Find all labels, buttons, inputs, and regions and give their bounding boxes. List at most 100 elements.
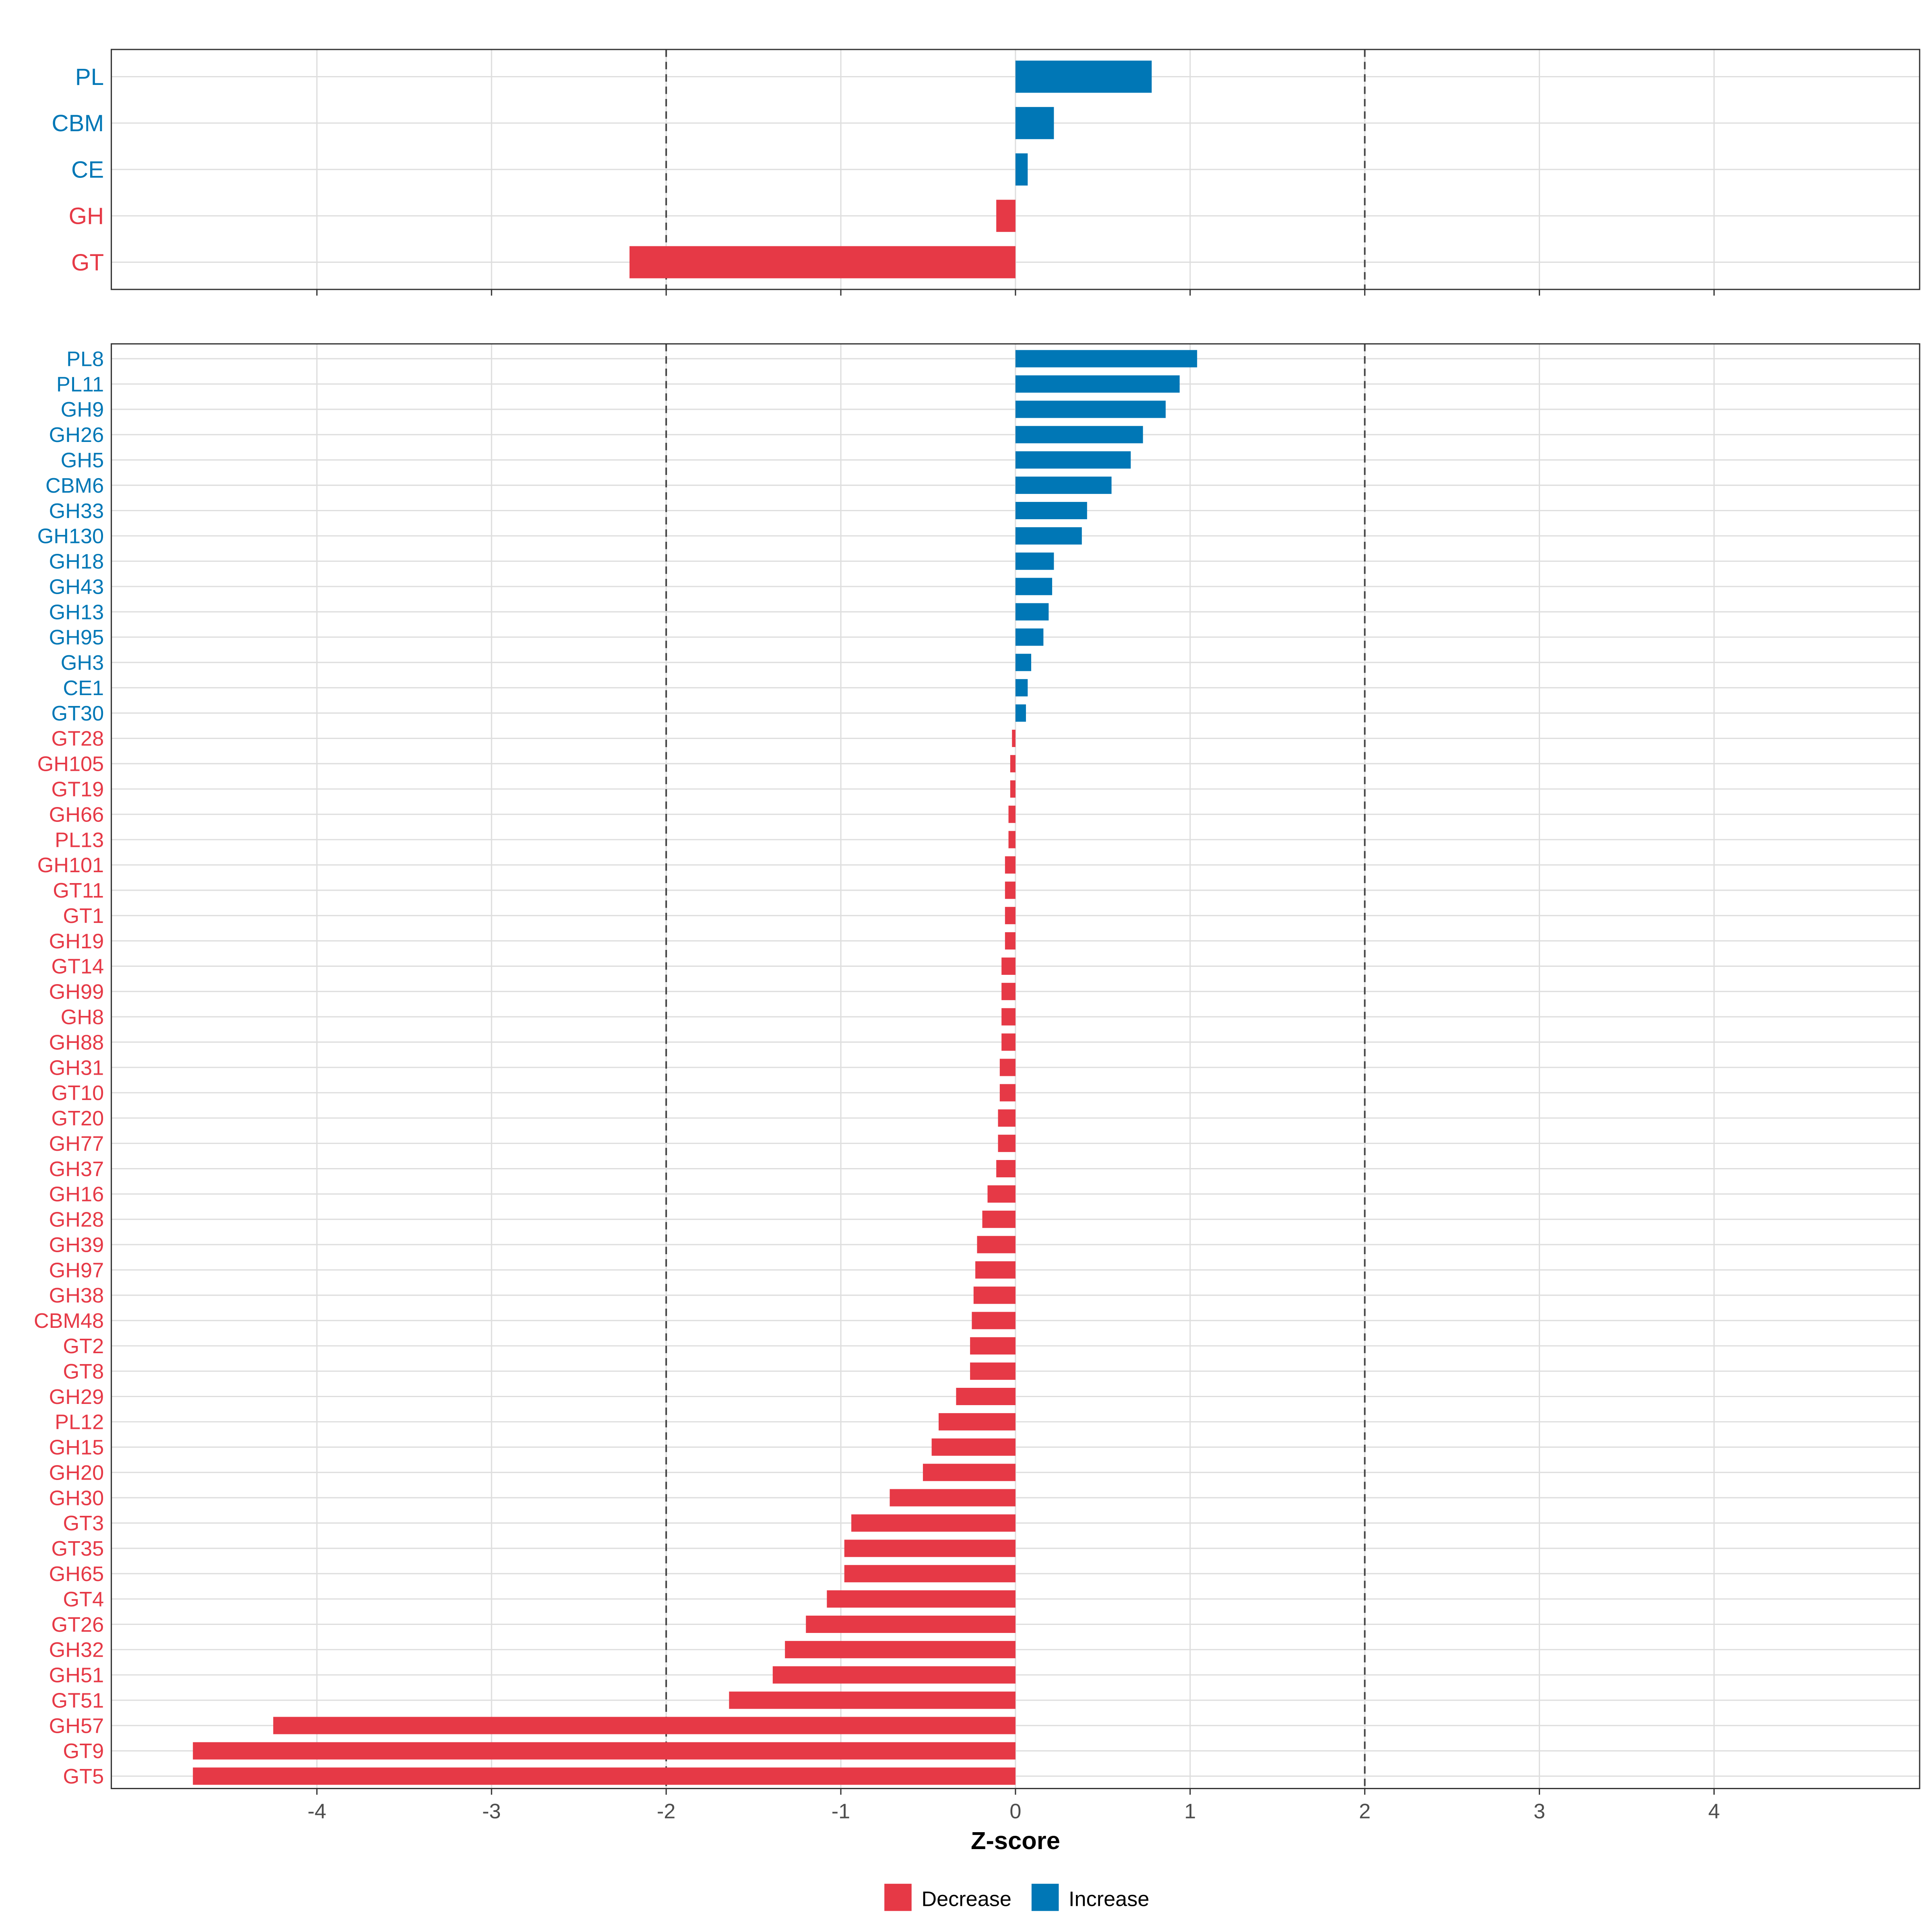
bar-GH97 bbox=[975, 1261, 1016, 1279]
category-label-GH39: GH39 bbox=[49, 1233, 104, 1257]
category-label-GH38: GH38 bbox=[49, 1284, 104, 1307]
bar-GT5 bbox=[193, 1767, 1016, 1785]
bar-CBM bbox=[1015, 107, 1054, 139]
bar-GH13 bbox=[1015, 603, 1049, 621]
bar-GT19 bbox=[1010, 780, 1016, 798]
category-label-PL8: PL8 bbox=[66, 347, 104, 371]
bar-GH20 bbox=[923, 1463, 1016, 1481]
bar-PL bbox=[1015, 60, 1152, 93]
category-label-GH9: GH9 bbox=[61, 398, 104, 421]
category-label-GH130: GH130 bbox=[37, 525, 104, 548]
category-label-GH13: GH13 bbox=[49, 601, 104, 624]
bar-GT35 bbox=[844, 1540, 1016, 1557]
x-tick-label: 3 bbox=[1534, 1800, 1545, 1823]
category-label-GH26: GH26 bbox=[49, 423, 104, 447]
bar-PL11 bbox=[1015, 375, 1180, 393]
category-label-PL: PL bbox=[75, 64, 104, 90]
legend-label-increase: Increase bbox=[1069, 1887, 1149, 1911]
category-label-GH8: GH8 bbox=[61, 1005, 104, 1029]
category-label-GT35: GT35 bbox=[51, 1537, 104, 1560]
category-label-GH95: GH95 bbox=[49, 626, 104, 649]
bar-GH88 bbox=[1001, 1033, 1016, 1051]
category-label-GT: GT bbox=[71, 250, 104, 276]
bar-GT9 bbox=[193, 1742, 1016, 1760]
category-label-GH99: GH99 bbox=[49, 980, 104, 1004]
bar-CE1 bbox=[1015, 679, 1028, 697]
x-axis-tick-labels: -4 -3 -2 -1 0 1 2 3 4 bbox=[308, 1800, 1720, 1823]
bar-GH16 bbox=[987, 1185, 1016, 1203]
category-label-CBM48: CBM48 bbox=[34, 1309, 104, 1333]
bar-GH3 bbox=[1015, 654, 1031, 671]
bar-CBM48 bbox=[972, 1312, 1016, 1329]
category-label-CE: CE bbox=[71, 157, 104, 183]
category-label-GH16: GH16 bbox=[49, 1183, 104, 1206]
bar-GH38 bbox=[973, 1286, 1016, 1304]
bar-CBM6 bbox=[1015, 477, 1112, 494]
bar-GH31 bbox=[999, 1059, 1016, 1076]
x-tick-label: -3 bbox=[482, 1800, 501, 1823]
x-tick-label: 2 bbox=[1359, 1800, 1371, 1823]
category-label-GT11: GT11 bbox=[53, 879, 104, 902]
bar-GT4 bbox=[827, 1590, 1016, 1608]
category-label-GH32: GH32 bbox=[49, 1639, 104, 1662]
x-tick-label: -4 bbox=[308, 1800, 326, 1823]
x-axis-title: Z-score bbox=[971, 1827, 1060, 1855]
category-label-GH66: GH66 bbox=[49, 803, 104, 826]
category-label-GH57: GH57 bbox=[49, 1714, 104, 1738]
category-label-GH31: GH31 bbox=[49, 1056, 104, 1080]
legend-swatch-decrease bbox=[884, 1884, 912, 1911]
category-label-GH30: GH30 bbox=[49, 1486, 104, 1510]
bar-GH29 bbox=[956, 1387, 1016, 1406]
category-label-GH88: GH88 bbox=[49, 1031, 104, 1054]
bar-GH32 bbox=[785, 1641, 1016, 1658]
category-label-GH101: GH101 bbox=[37, 854, 104, 877]
bar-GH19 bbox=[1005, 932, 1016, 950]
panel-border bbox=[111, 343, 1920, 1790]
bar-GT20 bbox=[998, 1109, 1016, 1127]
category-label-GT8: GT8 bbox=[63, 1360, 104, 1383]
category-label-GH51: GH51 bbox=[49, 1664, 104, 1687]
bar-GT8 bbox=[970, 1362, 1016, 1380]
bar-GH15 bbox=[931, 1438, 1016, 1456]
bar-GH5 bbox=[1015, 451, 1131, 469]
bar-GH77 bbox=[998, 1135, 1016, 1152]
bar-GH30 bbox=[890, 1489, 1016, 1507]
bar-GH101 bbox=[1005, 856, 1016, 874]
x-tick-label: 4 bbox=[1708, 1800, 1720, 1823]
bar-PL12 bbox=[939, 1413, 1016, 1430]
category-label-GH37: GH37 bbox=[49, 1158, 104, 1181]
bar-GT11 bbox=[1005, 881, 1016, 899]
bar-GH99 bbox=[1001, 983, 1016, 1000]
x-tick-label: 0 bbox=[1009, 1800, 1021, 1823]
legend-label-decrease: Decrease bbox=[921, 1887, 1011, 1911]
category-label-CE1: CE1 bbox=[63, 677, 104, 700]
category-label-GT28: GT28 bbox=[51, 727, 104, 751]
bar-GT28 bbox=[1012, 729, 1016, 747]
category-label-GH97: GH97 bbox=[49, 1259, 104, 1282]
bar-GT30 bbox=[1015, 704, 1026, 722]
category-label-GT2: GT2 bbox=[63, 1335, 104, 1358]
bar-PL13 bbox=[1008, 831, 1016, 848]
category-label-GT4: GT4 bbox=[63, 1588, 104, 1611]
category-label-GH15: GH15 bbox=[49, 1436, 104, 1459]
bar-GH95 bbox=[1015, 628, 1044, 646]
bar-GH39 bbox=[977, 1236, 1016, 1253]
category-label-GT1: GT1 bbox=[63, 904, 104, 928]
category-label-GH20: GH20 bbox=[49, 1461, 104, 1484]
bar-GT2 bbox=[970, 1337, 1016, 1355]
category-label-GH33: GH33 bbox=[49, 500, 104, 523]
x-tick-label: -2 bbox=[657, 1800, 675, 1823]
bar-GH18 bbox=[1015, 552, 1054, 570]
top-panel: PL CBM CE GH GT bbox=[52, 49, 1920, 296]
category-label-GH: GH bbox=[69, 203, 104, 229]
category-label-GT51: GT51 bbox=[51, 1689, 104, 1712]
bar-GH33 bbox=[1015, 502, 1087, 519]
bar-GH65 bbox=[844, 1565, 1016, 1583]
x-tick-label: -1 bbox=[832, 1800, 850, 1823]
category-label-GT10: GT10 bbox=[51, 1082, 104, 1105]
category-label-GH65: GH65 bbox=[49, 1563, 104, 1586]
bar-GH57 bbox=[273, 1717, 1016, 1734]
category-label-GH19: GH19 bbox=[49, 930, 104, 953]
category-label-PL11: PL11 bbox=[56, 373, 104, 396]
